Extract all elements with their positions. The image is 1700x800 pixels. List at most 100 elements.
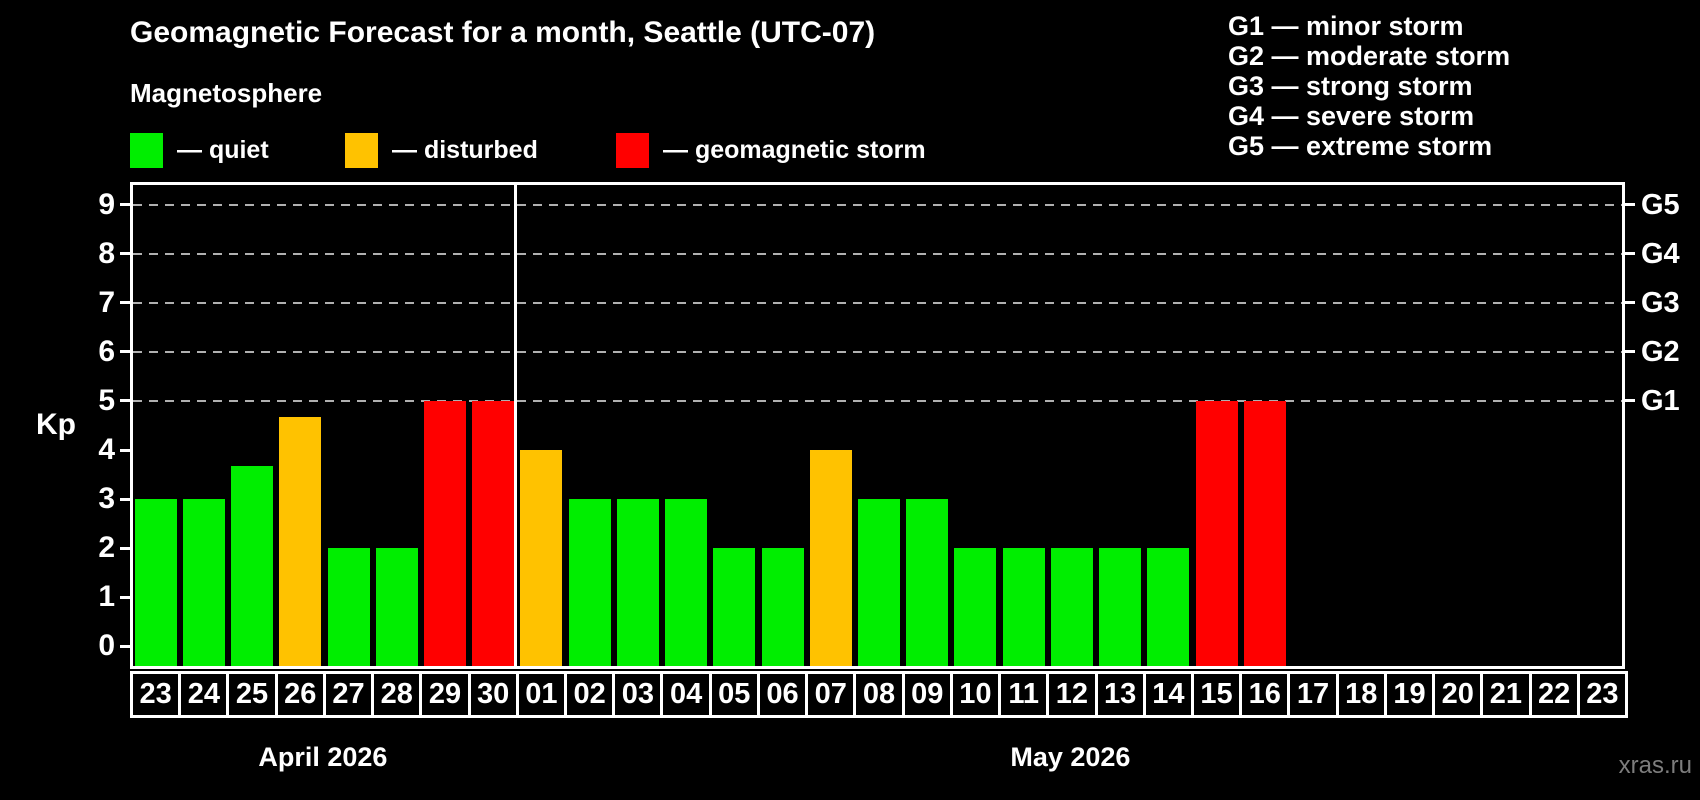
y-tick-6 [120, 350, 130, 354]
day-label-cell-18: 11 [998, 671, 1050, 718]
storm-scale-line-g4: G4 — severe storm [1228, 101, 1475, 131]
x-axis-day-labels: 23 24 25 26 27 28 29 30 01 02 03 04 05 06 07 08 09 10 11 12… [130, 671, 1628, 718]
day-label-cell-10: 03 [612, 671, 664, 718]
storm-scale-line-g3: G3 — strong storm [1228, 71, 1473, 101]
gridline-kp9 [133, 203, 1622, 206]
kp-bar-26 [279, 417, 322, 666]
y-tick-2 [120, 546, 130, 550]
day-label-cell-2: 25 [226, 671, 278, 718]
kp-bar-13 [1099, 548, 1142, 666]
storm-color-swatch [616, 133, 649, 168]
kp-level-legend: — quiet — disturbed — geomagnetic storm [0, 133, 1700, 168]
day-label-cell-9: 02 [564, 671, 616, 718]
legend-label-quiet: — quiet [177, 136, 269, 164]
day-label-cell-0: 23 [130, 671, 182, 718]
day-label-cell-5: 28 [371, 671, 423, 718]
day-label-cell-24: 17 [1287, 671, 1339, 718]
storm-scale-line-g2: G2 — moderate storm [1228, 41, 1511, 71]
y-axis-label: Kp [36, 408, 76, 441]
kp-bar-23 [134, 499, 177, 666]
g-label-G1: G1 [1641, 384, 1680, 417]
month-label-0: April 2026 [258, 742, 388, 772]
storm-scale-legend: G1 — minor storm G2 — moderate storm G3 … [1228, 11, 1510, 161]
kp-bar-06 [761, 548, 804, 666]
kp-bar-03 [616, 499, 659, 666]
g-tick-G1 [1625, 399, 1635, 403]
g-tick-G3 [1625, 301, 1635, 305]
kp-bar-01 [520, 450, 563, 666]
day-label-cell-17: 10 [949, 671, 1002, 718]
legend-label-storm: — geomagnetic storm [663, 136, 926, 164]
day-label-cell-1: 24 [178, 671, 230, 718]
y-tick-4 [120, 448, 130, 452]
y-tick-label-4: 4 [98, 433, 115, 467]
day-label-cell-22: 15 [1190, 671, 1243, 718]
kp-bar-28 [375, 548, 418, 666]
day-label-cell-21: 14 [1142, 671, 1194, 718]
kp-bar-02 [568, 499, 611, 666]
g-label-G2: G2 [1641, 335, 1680, 368]
kp-bar-10 [954, 548, 997, 666]
day-label-cell-8: 01 [515, 671, 568, 718]
day-label-cell-7: 30 [467, 671, 519, 718]
day-label-cell-27: 20 [1432, 671, 1484, 718]
y-tick-label-0: 0 [98, 629, 115, 663]
legend-label-disturbed: — disturbed [392, 136, 538, 164]
y-tick-label-5: 5 [98, 383, 115, 417]
g-tick-G5 [1625, 203, 1635, 207]
kp-bar-09 [906, 499, 949, 666]
plot-inner [133, 185, 1622, 666]
g-label-G5: G5 [1641, 188, 1680, 221]
kp-bar-07 [809, 450, 852, 666]
day-label-cell-3: 26 [274, 671, 326, 718]
y-tick-0 [120, 644, 130, 648]
day-label-cell-30: 23 [1576, 671, 1628, 718]
day-label-cell-25: 18 [1335, 671, 1387, 718]
kp-bar-29 [423, 400, 466, 666]
chart-subtitle: Magnetosphere [130, 78, 323, 108]
gridline-kp7 [133, 301, 1622, 304]
day-label-cell-19: 12 [1046, 671, 1098, 718]
kp-bar-08 [858, 499, 900, 666]
g-label-G4: G4 [1641, 237, 1680, 270]
y-tick-5 [120, 399, 130, 403]
day-label-cell-13: 06 [756, 671, 809, 718]
g-label-G3: G3 [1641, 286, 1680, 319]
kp-bar-04 [665, 499, 708, 666]
kp-bar-14 [1147, 548, 1190, 666]
plot-area [130, 182, 1625, 669]
y-tick-label-3: 3 [98, 482, 115, 516]
day-label-cell-4: 27 [322, 671, 375, 718]
kp-bar-11 [1002, 548, 1045, 666]
y-tick-3 [120, 497, 130, 501]
day-label-cell-6: 29 [419, 671, 471, 718]
kp-bar-27 [327, 548, 370, 666]
day-label-cell-16: 09 [901, 671, 953, 718]
y-tick-label-8: 8 [98, 236, 115, 270]
day-label-cell-12: 05 [708, 671, 760, 718]
month-separator [514, 185, 518, 666]
g-tick-G4 [1625, 252, 1635, 256]
kp-bar-30 [472, 400, 515, 666]
day-label-cell-26: 19 [1383, 671, 1436, 718]
kp-bar-15 [1195, 400, 1238, 666]
disturbed-color-swatch [345, 133, 378, 168]
storm-scale-line-g1: G1 — minor storm [1228, 11, 1464, 41]
y-tick-label-2: 2 [98, 531, 115, 565]
day-label-cell-11: 04 [660, 671, 712, 718]
gridline-kp6 [133, 350, 1622, 353]
day-label-cell-14: 07 [805, 671, 857, 718]
y-tick-8 [120, 252, 130, 256]
kp-bar-16 [1243, 400, 1286, 666]
kp-bar-12 [1050, 548, 1093, 666]
y-tick-label-7: 7 [98, 285, 115, 319]
y-tick-label-1: 1 [98, 580, 115, 614]
gridline-kp8 [133, 252, 1622, 255]
day-label-cell-29: 22 [1528, 671, 1580, 718]
y-tick-1 [120, 595, 130, 599]
chart-title: Geomagnetic Forecast for a month, Seattl… [130, 16, 876, 49]
quiet-color-swatch [130, 133, 163, 168]
legend-item-storm: — geomagnetic storm [616, 133, 926, 168]
day-label-cell-20: 13 [1094, 671, 1146, 718]
